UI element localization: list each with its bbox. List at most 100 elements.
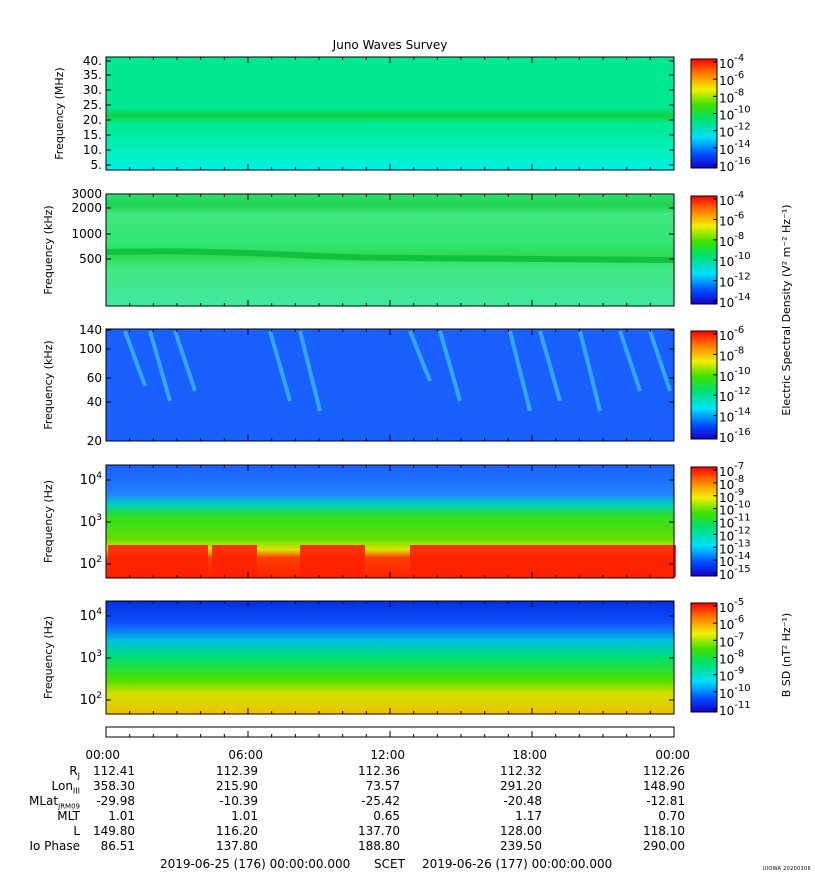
ephemeris-value: 1.01: [231, 809, 258, 823]
colorbar-tick-label: 10-6: [719, 325, 744, 343]
ephemeris-value: 86.51: [100, 839, 135, 853]
ephemeris-value: 137.80: [216, 839, 258, 853]
y-tick-label: 15.: [83, 128, 102, 142]
ephemeris-times: 00:00 06:00 12:00 18:00 00:00: [0, 748, 815, 764]
y-tick-label: 20: [87, 434, 102, 448]
colorbar-tick-label: 10-12: [719, 122, 751, 140]
y-tick-label: 20.: [83, 113, 102, 127]
colorbar-tick-label: 10-5: [719, 597, 744, 615]
panel-hf-mhz: 40.35.30.25.20.15.10.5. Frequency (MHz) 10…: [53, 53, 751, 174]
ephemeris-value: 148.90: [643, 779, 685, 793]
ephemeris-value: 0.70: [658, 809, 685, 823]
colorbar: [690, 58, 718, 169]
ephemeris-row: Io Phase 86.51 137.80 188.80 239.50 290.00: [0, 839, 815, 855]
end-time: 2019-06-26 (177) 00:00:00.000: [422, 857, 613, 871]
y-tick-label: 35.: [83, 68, 102, 82]
colorbar-tick-label: 10-10: [719, 366, 751, 384]
ephemeris-value: 137.70: [358, 824, 400, 838]
y-tick-label: 100: [79, 342, 102, 356]
y-axis-label: Frequency (Hz): [42, 616, 55, 699]
y-tick-label: 30.: [83, 83, 102, 97]
y-tick-label: 102: [80, 555, 102, 572]
colorbar-tick-label: 10-14: [719, 139, 751, 157]
scet-label: SCET: [374, 857, 405, 871]
chart-title: Juno Waves Survey: [332, 38, 448, 52]
colorbar-tick-label: 10-6: [719, 614, 744, 632]
emission-block: [410, 545, 676, 577]
colorbar-tick-label: 10-6: [719, 70, 744, 88]
y-tick-label: 40: [87, 395, 102, 409]
y-tick-label: 104: [80, 471, 103, 488]
y-tick-label: 500: [79, 252, 102, 266]
ephemeris-row: MLatJRM09 -29.98 -10.39 -25.42 -20.48 -12.81: [0, 794, 815, 810]
y-axis-label: Frequency (Hz): [42, 480, 55, 563]
y-tick-label: 103: [80, 649, 102, 666]
colorbar-tick-label: 10-4: [719, 53, 744, 71]
ephemeris-value: -20.48: [503, 794, 542, 808]
colorbar-tick-label: 10-12: [719, 272, 751, 290]
ephemeris-value: 112.32: [500, 764, 542, 778]
ephemeris-value: 290.00: [643, 839, 685, 853]
emission-streak: [538, 330, 562, 402]
colorbar-tick-label: 10-12: [719, 386, 751, 404]
ephemeris-value: 73.57: [365, 779, 400, 793]
y-tick-label: 2000: [71, 201, 102, 215]
spectrogram-lf-hz-b: [106, 601, 674, 714]
y-tick-label: 102: [80, 691, 102, 708]
ephemeris-value: 239.50: [500, 839, 542, 853]
ephemeris-value: 291.20: [500, 779, 542, 793]
colorbar-tick-label: 10-14: [719, 407, 751, 425]
panel-lf-khz: 140 100 60 40 20 Frequency (kHz) 10-6 10-8 10-10…: [42, 323, 751, 448]
spectrogram-hf-mhz: [106, 57, 674, 170]
ephemeris-value: 149.80: [93, 824, 135, 838]
emission-band: [105, 248, 675, 263]
ephemeris-label: LonIII: [51, 779, 81, 796]
emission-streak: [123, 330, 147, 387]
ephemeris-value: 1.17: [515, 809, 542, 823]
y-axis-label: Frequency (MHz): [53, 67, 66, 159]
colorbar-tick-label: 10-14: [719, 292, 751, 310]
ephemeris-value: 128.00: [500, 824, 542, 838]
ephemeris-value: -29.98: [96, 794, 135, 808]
ephemeris-value: 358.30: [93, 779, 135, 793]
y-tick-label: 103: [80, 513, 102, 530]
emission-streak: [148, 330, 172, 402]
start-time: 2019-06-25 (176) 00:00:00.000: [160, 857, 351, 871]
emission-block: [108, 545, 208, 577]
colorbar-tick-label: 10-8: [719, 345, 744, 363]
ephemeris-value: 112.36: [358, 764, 400, 778]
colorbar-tick-label: 10-4: [719, 190, 744, 208]
ephemeris-value: 215.90: [216, 779, 258, 793]
colorbar: [690, 330, 718, 440]
y-tick-label: 104: [80, 607, 103, 624]
colorbar-tick-label: 10-10: [719, 683, 751, 701]
ephemeris-value: 1.01: [108, 809, 135, 823]
y-axis-label: Frequency (kHz): [42, 340, 55, 429]
ephemeris-label: MLatJRM09: [29, 794, 80, 811]
colorbar-title-electric: Electric Spectral Density (V² m⁻² Hz⁻¹): [780, 204, 793, 415]
time-label: 18:00: [512, 748, 547, 762]
colorbar-tick-label: 10-16: [719, 156, 751, 174]
ephemeris-value: -25.42: [361, 794, 400, 808]
time-label: 00:00: [85, 748, 120, 762]
y-tick-label: 60: [87, 371, 102, 385]
y-tick-label: 5.: [91, 158, 102, 172]
colorbar-tick-label: 10-11: [719, 700, 751, 718]
emission-block: [300, 545, 365, 577]
emission-streak: [438, 330, 462, 402]
colorbar-tick-label: 10-7: [719, 631, 744, 649]
y-tick-label: 25.: [83, 98, 102, 112]
emission-streak: [648, 330, 672, 392]
spectrogram-lf-khz: [106, 329, 674, 441]
ephemeris-value: 188.80: [358, 839, 400, 853]
colorbar-tick-label: 10-10: [719, 105, 751, 123]
time-label: 06:00: [228, 748, 263, 762]
colorbar-title-magnetic: B SD (nT² Hz⁻¹): [780, 613, 793, 697]
colorbar: [690, 195, 718, 305]
ephemeris-row: L 149.80 116.20 137.70 128.00 118.10: [0, 824, 815, 840]
credit-text: UIOWA 20200306: [762, 866, 811, 872]
emission-streak: [508, 330, 532, 412]
